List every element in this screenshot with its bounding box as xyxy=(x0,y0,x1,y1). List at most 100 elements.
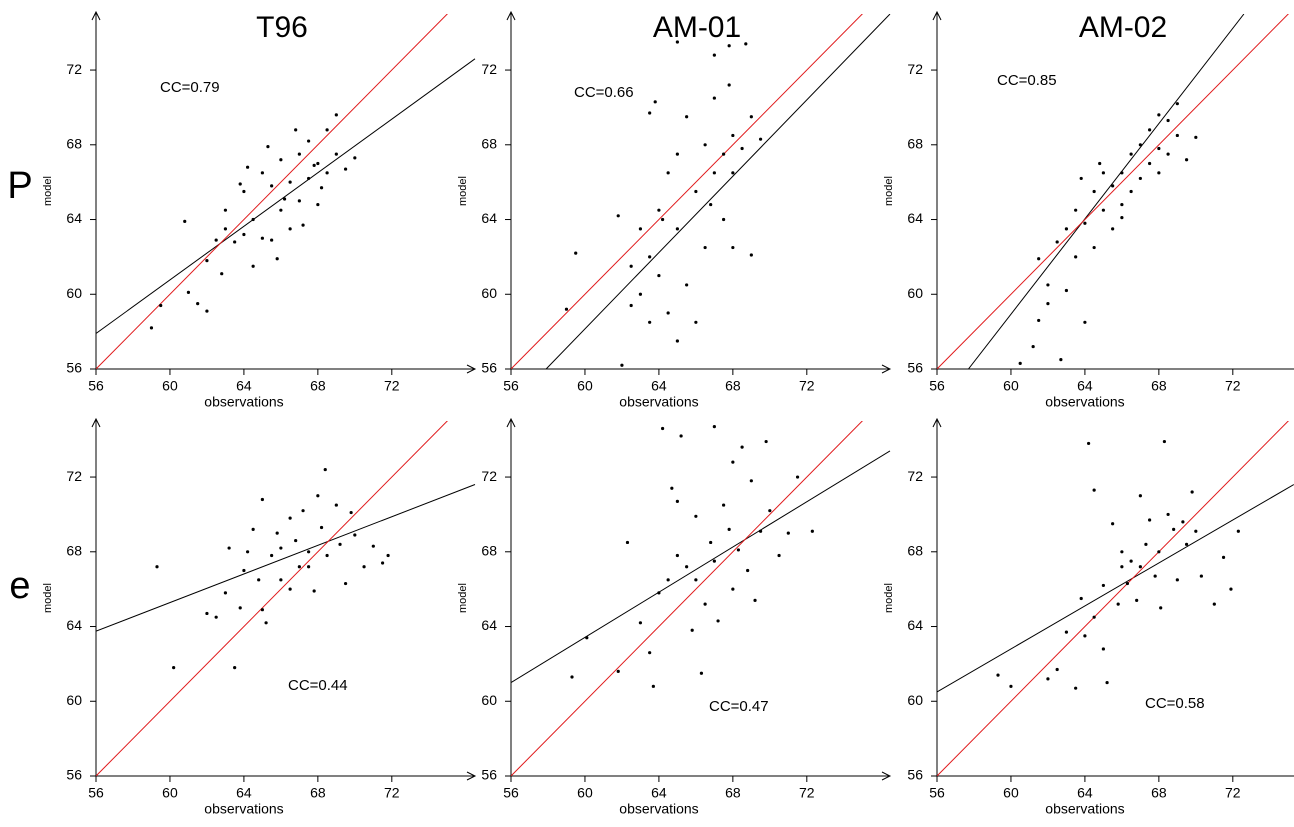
point xyxy=(1083,221,1087,225)
point xyxy=(155,565,159,569)
y-tick-label: 64 xyxy=(481,210,497,226)
point xyxy=(1166,118,1170,123)
point xyxy=(307,176,311,181)
y-tick-label: 64 xyxy=(907,617,923,633)
panel: 56 60 64 68 72 56 60 64 68 72 observations model CC=… xyxy=(883,417,1294,817)
point xyxy=(1125,581,1130,586)
point xyxy=(620,363,624,367)
point xyxy=(1138,176,1142,181)
point xyxy=(1157,146,1161,151)
point xyxy=(1064,630,1069,634)
point xyxy=(223,591,228,595)
point xyxy=(301,223,305,227)
panel: 56 60 64 68 72 56 60 64 68 72 observations model AM-… xyxy=(883,10,1294,410)
point xyxy=(1046,302,1050,306)
y-tick-label: 60 xyxy=(481,692,497,708)
point xyxy=(703,602,707,606)
point xyxy=(288,227,292,231)
plot-area xyxy=(96,421,476,776)
point xyxy=(316,161,320,166)
reference-line xyxy=(96,58,476,334)
y-axis-label: model xyxy=(457,176,469,206)
point xyxy=(712,53,716,57)
point xyxy=(294,128,298,132)
point xyxy=(1175,102,1179,106)
row-label: P xyxy=(7,165,32,207)
point xyxy=(685,115,689,119)
y-tick-label: 68 xyxy=(907,135,923,151)
y-axis-label: model xyxy=(42,583,54,613)
plot-area xyxy=(511,421,891,776)
annotation: CC=0.79 xyxy=(160,79,220,96)
axis-arrow xyxy=(466,771,477,781)
y-tick-label: 72 xyxy=(907,61,923,77)
point xyxy=(675,339,679,343)
point xyxy=(260,497,264,502)
point xyxy=(183,219,187,223)
point xyxy=(744,42,748,46)
x-tick-label: 56 xyxy=(929,785,945,801)
point xyxy=(1175,133,1179,138)
point xyxy=(1138,494,1142,498)
point xyxy=(233,240,237,244)
point xyxy=(648,320,652,324)
point xyxy=(740,146,744,151)
point xyxy=(574,251,578,255)
point xyxy=(1138,143,1142,147)
point xyxy=(694,320,698,324)
point xyxy=(638,621,643,625)
point xyxy=(1074,686,1078,690)
point xyxy=(685,565,689,569)
point xyxy=(616,669,620,673)
point xyxy=(238,606,242,610)
point xyxy=(690,628,694,632)
point xyxy=(297,152,301,156)
annotation: CC=0.85 xyxy=(997,72,1057,89)
plot-area xyxy=(96,14,476,369)
point xyxy=(1120,202,1124,207)
point xyxy=(712,96,716,100)
point xyxy=(625,540,630,545)
point xyxy=(1111,227,1115,231)
point xyxy=(786,531,790,535)
point xyxy=(205,309,209,313)
point xyxy=(675,227,679,231)
point xyxy=(1129,559,1133,563)
point xyxy=(1138,565,1142,569)
point xyxy=(1092,615,1096,619)
point xyxy=(1148,161,1152,166)
x-axis-label: observations xyxy=(1045,801,1124,817)
point xyxy=(1101,583,1105,588)
point xyxy=(810,529,814,533)
point xyxy=(334,503,338,507)
x-tick-label: 64 xyxy=(651,378,667,394)
panel: 56 60 64 68 72 56 60 64 68 72 observations model AM-… xyxy=(457,10,892,410)
x-axis-label: observations xyxy=(619,394,698,410)
point xyxy=(307,565,311,569)
point xyxy=(297,565,301,569)
point xyxy=(242,568,246,573)
point xyxy=(1098,161,1102,166)
point xyxy=(1120,171,1124,175)
x-tick-label: 68 xyxy=(725,785,741,801)
point xyxy=(995,375,998,378)
x-tick-label: 56 xyxy=(929,378,945,394)
y-tick-label: 60 xyxy=(66,692,82,708)
point xyxy=(653,100,657,104)
point xyxy=(758,529,763,533)
point xyxy=(1111,522,1115,526)
point xyxy=(1083,320,1087,324)
point xyxy=(251,527,255,531)
point xyxy=(616,214,620,218)
point xyxy=(722,217,726,222)
point xyxy=(731,587,735,591)
point xyxy=(716,619,720,623)
point xyxy=(1157,113,1161,117)
point xyxy=(196,302,200,306)
point xyxy=(1159,606,1163,610)
axis-arrow xyxy=(91,10,101,21)
x-axis-label: observations xyxy=(204,394,283,410)
point xyxy=(323,467,327,472)
y-tick-label: 72 xyxy=(66,468,82,484)
